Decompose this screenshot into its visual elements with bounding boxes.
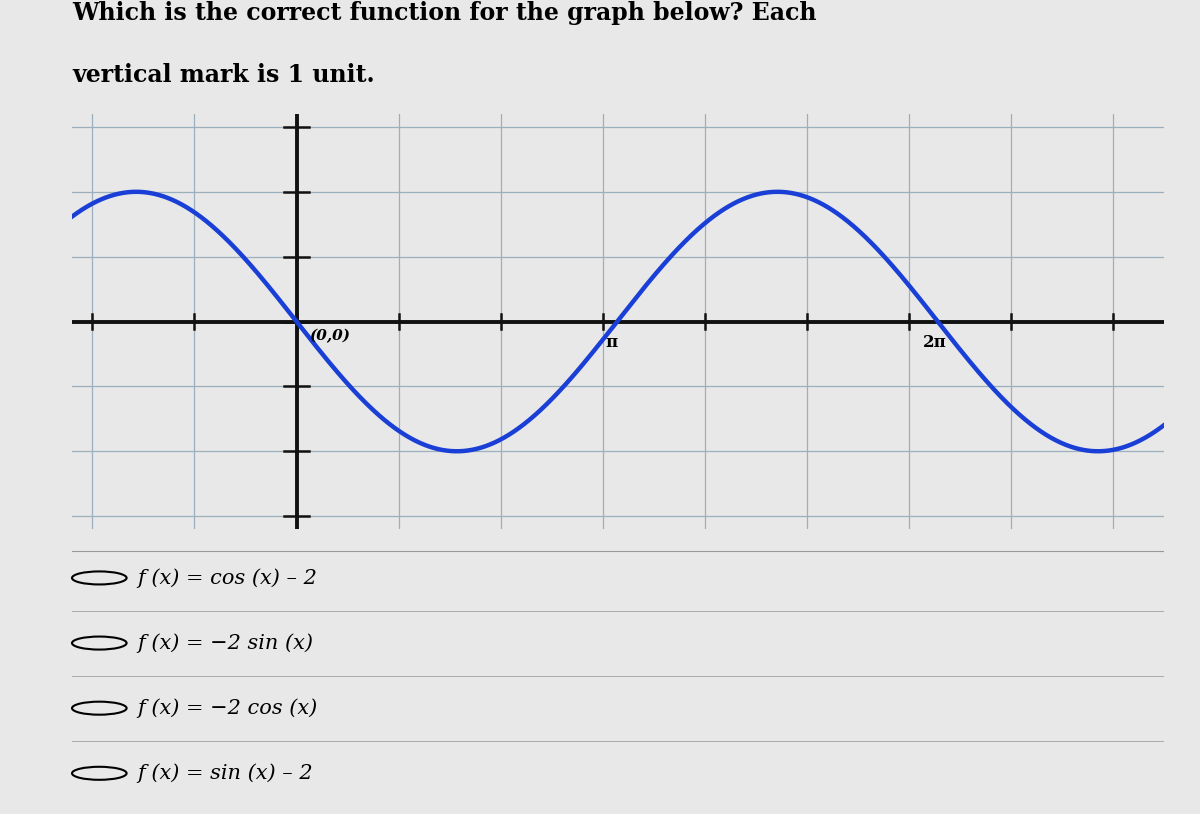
Text: f (x) = sin (x) – 2: f (x) = sin (x) – 2 (138, 764, 313, 783)
Text: Which is the correct function for the graph below? Each: Which is the correct function for the gr… (72, 1, 816, 24)
Text: f (x) = cos (x) – 2: f (x) = cos (x) – 2 (138, 568, 317, 588)
Text: (0,0): (0,0) (308, 329, 349, 343)
Text: f (x) = −2 sin (x): f (x) = −2 sin (x) (138, 633, 313, 653)
Text: π: π (605, 335, 617, 352)
Text: 2π: 2π (923, 335, 947, 352)
Text: f (x) = −2 cos (x): f (x) = −2 cos (x) (138, 698, 318, 718)
Text: vertical mark is 1 unit.: vertical mark is 1 unit. (72, 63, 374, 87)
